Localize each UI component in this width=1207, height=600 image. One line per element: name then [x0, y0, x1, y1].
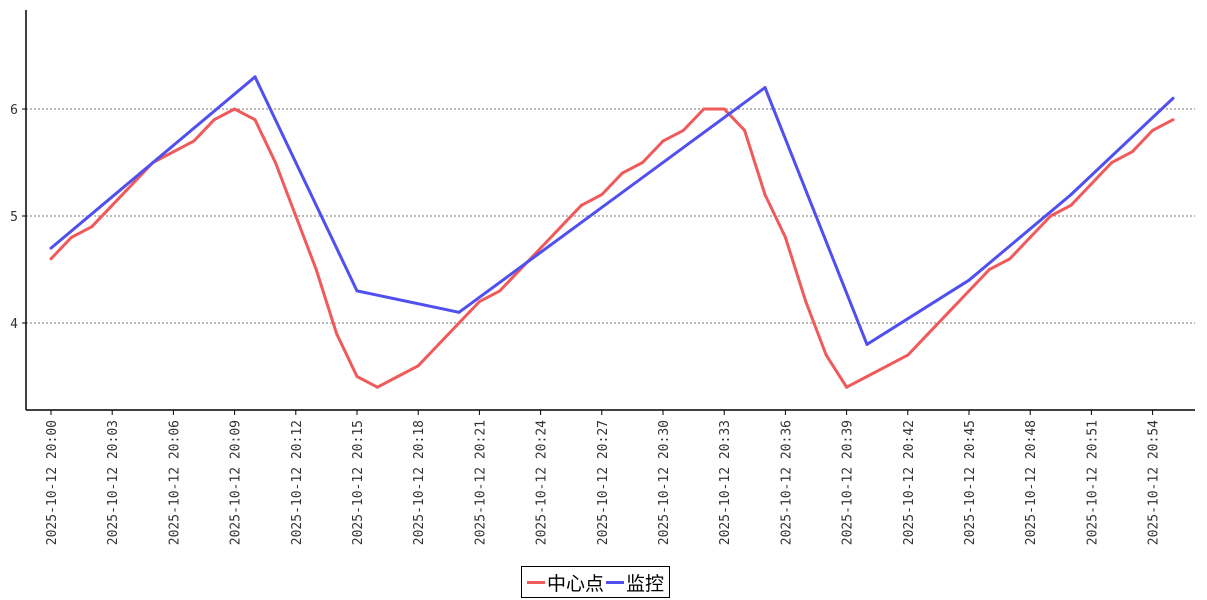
- data-point: [967, 278, 971, 282]
- data-point: [457, 310, 461, 314]
- data-point: [865, 342, 869, 346]
- data-point: [335, 332, 339, 336]
- data-point: [396, 375, 400, 378]
- x-tick-label: 2025-10-12 20:39: [841, 420, 856, 545]
- data-point: [437, 342, 441, 346]
- data-point: [600, 193, 604, 197]
- data-point: [763, 193, 767, 197]
- x-tick-label: 2025-10-12 20:03: [106, 420, 121, 545]
- legend-swatch: [606, 580, 625, 584]
- data-point: [375, 385, 379, 389]
- data-point: [947, 310, 951, 314]
- data-point: [702, 107, 706, 111]
- data-point: [865, 375, 869, 378]
- data-point: [1171, 118, 1175, 122]
- data-point: [90, 225, 94, 229]
- legend-swatch: [527, 580, 545, 584]
- data-point: [1008, 257, 1012, 261]
- x-tick-label: 2025-10-12 20:51: [1085, 420, 1100, 545]
- data-point: [845, 385, 849, 389]
- data-point: [743, 128, 747, 132]
- data-point: [355, 289, 359, 293]
- x-tick-label: 2025-10-12 20:06: [167, 420, 182, 545]
- series-lines: [49, 75, 1175, 389]
- grid-lines: [26, 108, 1195, 324]
- data-point: [824, 353, 828, 357]
- data-point: [1171, 96, 1175, 100]
- data-point: [110, 203, 114, 207]
- legend-item-center[interactable]: 中心点: [527, 569, 604, 596]
- x-tick-label: 2025-10-12 20:42: [902, 420, 917, 545]
- data-point: [253, 75, 257, 79]
- x-tick-label: 2025-10-12 20:33: [718, 420, 733, 545]
- data-point: [641, 161, 645, 164]
- x-tick-label: 2025-10-12 20:48: [1024, 420, 1039, 545]
- data-point: [1110, 161, 1114, 164]
- data-point: [69, 235, 73, 239]
- data-point: [885, 364, 889, 368]
- legend-label: 监控: [626, 572, 665, 595]
- legend: 中心点 监控: [521, 566, 671, 598]
- legend-item-monitor[interactable]: 监控: [606, 569, 664, 596]
- data-point: [212, 118, 216, 122]
- data-point: [49, 246, 53, 250]
- data-point: [1069, 193, 1073, 197]
- data-point: [233, 107, 237, 111]
- data-point: [783, 235, 787, 239]
- data-point: [681, 128, 685, 132]
- data-point: [763, 86, 767, 90]
- legend-label: 中心点: [547, 572, 605, 595]
- data-point: [355, 375, 359, 378]
- data-point: [1089, 182, 1093, 186]
- data-point: [1069, 203, 1073, 207]
- x-axis-ticks: 2025-10-12 20:00 2025-10-12 20:03 2025-10-…: [45, 410, 1162, 545]
- data-point: [1049, 214, 1053, 218]
- x-tick-label: 2025-10-12 20:54: [1147, 420, 1162, 545]
- data-point: [1151, 128, 1155, 132]
- data-point: [477, 300, 481, 304]
- data-point: [579, 203, 583, 207]
- data-point: [314, 268, 318, 271]
- data-point: [171, 150, 175, 154]
- x-tick-label: 2025-10-12 20:45: [963, 420, 978, 545]
- data-point: [620, 171, 624, 175]
- data-point: [498, 289, 502, 293]
- x-tick-label: 2025-10-12 20:15: [351, 420, 366, 545]
- data-point: [804, 300, 808, 304]
- x-tick-label: 2025-10-12 20:24: [535, 420, 550, 545]
- data-point: [253, 118, 257, 122]
- data-point: [416, 364, 420, 368]
- data-point: [661, 139, 665, 143]
- x-tick-label: 2025-10-12 20:09: [229, 420, 244, 545]
- x-tick-label: 2025-10-12 20:18: [412, 420, 427, 545]
- data-point: [559, 225, 563, 229]
- data-point: [1028, 235, 1032, 239]
- data-point: [457, 321, 461, 325]
- x-tick-label: 2025-10-12 20:21: [473, 420, 488, 545]
- y-tick-label: 5: [10, 210, 18, 225]
- data-point: [1130, 150, 1134, 154]
- x-tick-label: 2025-10-12 20:12: [290, 420, 305, 545]
- x-tick-label: 2025-10-12 20:00: [45, 420, 60, 545]
- data-point: [192, 139, 196, 143]
- y-tick-label: 6: [10, 103, 18, 118]
- x-tick-label: 2025-10-12 20:36: [779, 420, 794, 545]
- data-point: [539, 246, 543, 250]
- x-tick-label: 2025-10-12 20:30: [657, 420, 672, 545]
- data-point: [906, 353, 910, 357]
- y-tick-label: 4: [10, 317, 18, 332]
- data-point: [987, 268, 991, 271]
- data-point: [131, 182, 135, 186]
- y-axis-ticks: 4 5 6: [10, 103, 26, 332]
- data-point: [722, 107, 726, 111]
- data-point: [49, 257, 53, 261]
- data-point: [926, 332, 930, 336]
- data-point: [273, 161, 277, 164]
- data-point: [967, 289, 971, 293]
- data-point: [294, 214, 298, 218]
- x-tick-label: 2025-10-12 20:27: [596, 420, 611, 545]
- series-line: [49, 107, 1174, 389]
